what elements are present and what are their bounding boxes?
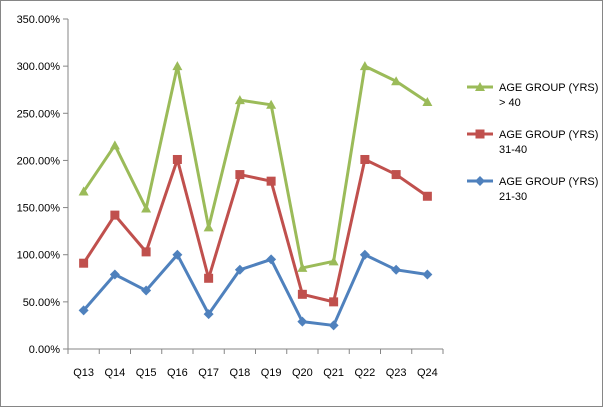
data-point	[422, 269, 433, 280]
x-tick-label: Q22	[354, 367, 375, 379]
legend-item: AGE GROUP (YRS) > 40	[467, 82, 598, 109]
data-point	[141, 247, 151, 257]
y-tick-label: 200.00%	[17, 155, 61, 167]
x-tick-label: Q19	[261, 367, 282, 379]
y-tick-label: 100.00%	[17, 250, 61, 262]
data-point	[172, 154, 182, 164]
data-point	[422, 191, 432, 201]
x-tick-label: Q18	[229, 367, 250, 379]
y-tick-label: 350.00%	[17, 14, 61, 26]
x-tick-label: Q14	[104, 367, 125, 379]
data-point	[141, 285, 152, 296]
series-layer	[78, 61, 433, 331]
data-point	[78, 305, 89, 316]
x-tick-label: Q20	[292, 367, 313, 379]
legend-swatch-marker	[475, 176, 485, 186]
data-point	[78, 186, 89, 196]
legend-label: 21-30	[499, 191, 527, 203]
series-diamond	[78, 249, 433, 331]
data-point	[360, 154, 370, 164]
y-axis-ticks: 0.00% 50.00% 100.00% 150.00% 200.00% 250.00% 3…	[17, 14, 68, 356]
data-point	[79, 258, 89, 268]
data-point	[328, 256, 339, 266]
legend-item: AGE GROUP (YRS) 31-40	[467, 129, 598, 156]
x-tick-label: Q15	[136, 367, 157, 379]
data-point	[266, 176, 276, 186]
data-point	[328, 320, 339, 331]
x-tick-label: Q23	[386, 367, 407, 379]
data-point	[297, 289, 307, 299]
data-point	[141, 203, 152, 213]
data-point	[234, 264, 245, 275]
series-line	[82, 157, 429, 304]
legend-swatch-marker	[475, 129, 485, 139]
data-point	[359, 249, 370, 260]
legend-label: AGE GROUP (YRS)	[499, 176, 598, 188]
data-point	[172, 249, 183, 260]
data-point	[109, 269, 120, 280]
data-point	[297, 316, 308, 327]
y-tick-label: 0.00%	[29, 344, 60, 356]
data-point	[422, 96, 433, 106]
legend-label: > 40	[499, 97, 521, 109]
data-point	[391, 170, 401, 180]
data-point	[109, 140, 120, 150]
data-point	[172, 61, 183, 71]
y-tick-label: 150.00%	[17, 203, 61, 215]
x-tick-label: Q17	[198, 367, 219, 379]
y-tick-label: 300.00%	[17, 61, 61, 73]
legend-swatch-marker	[475, 82, 485, 91]
legend-label: AGE GROUP (YRS)	[499, 129, 598, 141]
x-tick-label: Q13	[73, 367, 94, 379]
y-tick-label: 250.00%	[17, 108, 61, 120]
data-point	[234, 95, 245, 105]
series-line	[82, 253, 428, 327]
data-point	[203, 222, 214, 232]
data-point	[110, 210, 120, 220]
legend-label: 31-40	[499, 144, 527, 156]
x-tick-label: Q24	[417, 367, 438, 379]
data-point	[329, 297, 339, 307]
series-triangle	[78, 61, 433, 272]
data-point	[266, 99, 277, 109]
data-point	[266, 254, 277, 265]
data-point	[359, 61, 370, 71]
x-axis-ticks: Q13 Q14 Q15 Q16 Q17 Q18 Q19 Q20 Q21 Q22 Q23 Q24	[67, 349, 444, 379]
data-point	[391, 264, 402, 275]
x-tick-label: Q21	[323, 367, 344, 379]
data-point	[297, 262, 308, 272]
series-line	[82, 64, 429, 270]
series-square	[79, 154, 432, 307]
legend-item: AGE GROUP (YRS) 21-30	[467, 176, 598, 203]
y-tick-label: 50.00%	[23, 297, 61, 309]
data-point	[203, 309, 214, 320]
data-point	[235, 170, 245, 180]
data-point	[204, 273, 214, 283]
legend-label: AGE GROUP (YRS)	[499, 82, 598, 94]
x-tick-label: Q16	[167, 367, 188, 379]
axes	[67, 19, 443, 350]
data-point	[391, 76, 402, 86]
